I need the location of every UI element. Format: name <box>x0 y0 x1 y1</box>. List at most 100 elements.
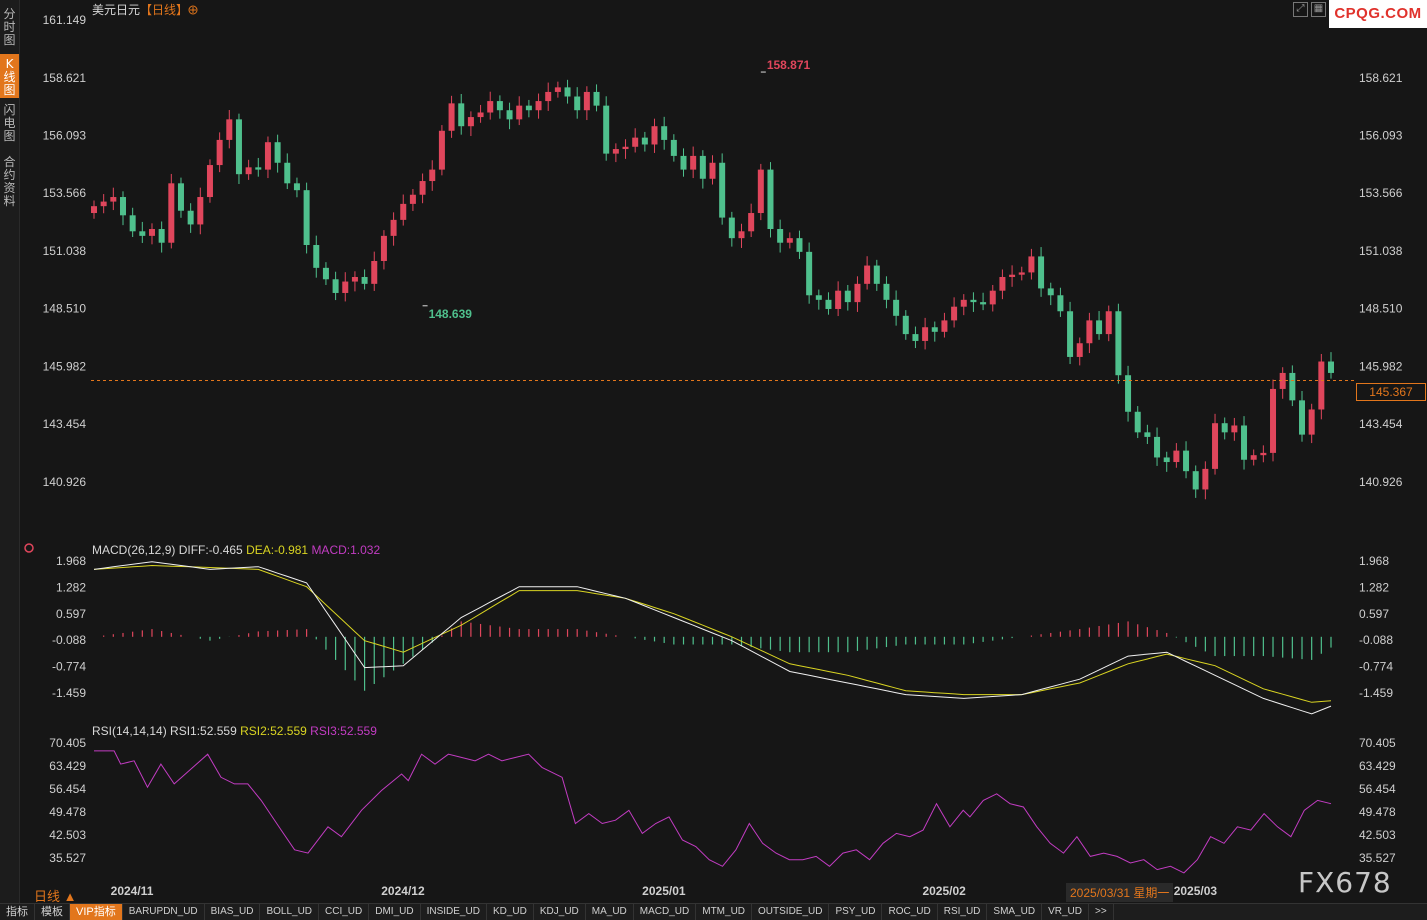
tab-contract-info[interactable]: 合约资料 <box>3 155 16 208</box>
candle-body <box>835 290 842 309</box>
indicator-tab[interactable]: VIP指标 <box>70 904 123 920</box>
candle-body <box>844 290 851 303</box>
x-tick-label: 2024/12 <box>381 884 425 898</box>
candle-body <box>467 117 474 127</box>
y-tick-right: 156.093 <box>1359 129 1403 143</box>
indicator-tab[interactable]: MTM_UD <box>696 904 753 920</box>
candle-body <box>1289 372 1296 401</box>
candle-body <box>506 110 513 120</box>
candle-body <box>690 155 697 170</box>
rsi-y-tick-left: 49.478 <box>49 805 86 819</box>
candle-body <box>1047 288 1054 296</box>
indicator-tab[interactable]: BOLL_UD <box>260 904 320 920</box>
indicator-tab[interactable]: CCI_UD <box>319 904 370 920</box>
candle-body <box>1163 457 1170 463</box>
candle-body <box>603 105 610 154</box>
candle-body <box>825 299 832 309</box>
indicator-tab[interactable]: >> <box>1089 904 1114 920</box>
chart-area[interactable]: 161.149 158.621 158.621 156.093 156.093 153.5… <box>19 0 1427 903</box>
indicator-tab[interactable]: DMI_UD <box>369 904 421 920</box>
y-tick-right: 140.926 <box>1359 475 1403 489</box>
indicator-tab[interactable]: PSY_UD <box>829 904 883 920</box>
candle-body <box>1096 320 1103 335</box>
indicator-tab[interactable]: VR_UD <box>1042 904 1089 920</box>
indicator-tab[interactable]: BIAS_UD <box>205 904 261 920</box>
candle-body <box>361 276 368 284</box>
indicator-tab[interactable]: KDJ_UD <box>534 904 586 920</box>
indicator-tab[interactable]: MACD_UD <box>634 904 697 920</box>
y-tick-left: 145.982 <box>43 359 87 373</box>
macd-y-tick-left: -0.088 <box>52 633 86 647</box>
candle-body <box>922 327 929 341</box>
tab-flash[interactable]: 闪电图 <box>3 103 16 143</box>
candle-body <box>796 238 803 252</box>
candle-body <box>999 276 1006 291</box>
rsi-y-tick-right: 35.527 <box>1359 851 1396 865</box>
rsi-y-tick-right: 56.454 <box>1359 782 1396 796</box>
macd-y-tick-left: 1.968 <box>56 554 86 568</box>
candle-body <box>883 283 890 300</box>
indicator-tab[interactable]: 指标 <box>0 904 35 920</box>
candle-body <box>438 130 445 170</box>
candle-body <box>1192 471 1199 490</box>
candle-body <box>767 169 774 230</box>
candle-body <box>960 299 967 307</box>
y-tick-left: 151.038 <box>43 244 87 258</box>
price-annotation: 158.871 <box>767 58 811 72</box>
candle-body <box>458 103 465 127</box>
indicator-tab[interactable]: KD_UD <box>487 904 534 920</box>
candle-body <box>777 229 784 243</box>
rsi-y-tick-right: 42.503 <box>1359 828 1396 842</box>
candle-body <box>322 267 329 280</box>
candle-body <box>535 101 542 111</box>
macd-y-tick-left: -1.459 <box>52 686 86 700</box>
candle-body <box>1154 436 1161 458</box>
candle-body <box>148 229 155 236</box>
candle-body <box>525 105 532 111</box>
candle-body <box>448 103 455 131</box>
candle-body <box>409 194 416 204</box>
candle-body <box>593 91 600 106</box>
candle-body <box>970 299 977 303</box>
candle-body <box>1318 361 1325 410</box>
candle-body <box>757 169 764 214</box>
candle-body <box>748 213 755 232</box>
indicator-tab[interactable]: INSIDE_UD <box>421 904 487 920</box>
y-tick-right: 143.454 <box>1359 417 1403 431</box>
macd-y-tick-right: 1.282 <box>1359 580 1389 594</box>
candle-body <box>622 146 629 150</box>
indicator-tab[interactable]: 模板 <box>35 904 70 920</box>
tab-timeshare[interactable]: 分时图 <box>3 7 16 47</box>
candle-body <box>583 91 590 111</box>
candle-body <box>1009 274 1016 277</box>
indicator-tab[interactable]: BARUPDN_UD <box>123 904 205 920</box>
candle-body <box>873 265 880 284</box>
candle-body <box>554 87 561 92</box>
dea-line <box>93 564 1332 703</box>
candle-body <box>545 91 552 102</box>
tab-kline[interactable]: K线图 <box>0 54 19 98</box>
candle-body <box>728 217 735 239</box>
indicator-tab[interactable]: MA_UD <box>586 904 634 920</box>
grid-icon[interactable]: ▦ <box>1311 2 1326 17</box>
indicator-tab[interactable]: ROC_UD <box>882 904 938 920</box>
candle-body <box>651 126 658 145</box>
rsi-y-tick-right: 70.405 <box>1359 736 1396 750</box>
rsi-title: RSI(14,14,14) RSI1:52.559 RSI2:52.559 RS… <box>92 724 377 738</box>
candle-body <box>496 101 503 111</box>
candle-body <box>1134 411 1141 433</box>
candle-body <box>206 165 213 198</box>
indicator-tab[interactable]: SMA_UD <box>987 904 1043 920</box>
indicator-tab[interactable]: OUTSIDE_UD <box>752 904 830 920</box>
candle-body <box>380 235 387 261</box>
expand-icon[interactable]: ⤢ <box>1293 2 1308 17</box>
candle-body <box>699 155 706 179</box>
candle-body <box>168 183 175 243</box>
price-annotation: 148.639 <box>429 307 473 321</box>
indicator-tab[interactable]: RSI_UD <box>938 904 988 920</box>
candle-body <box>1260 452 1267 456</box>
candle-body <box>332 279 339 293</box>
candle-body <box>371 260 378 284</box>
period-label[interactable]: 日线 ▲ <box>34 889 77 904</box>
candle-body <box>806 251 813 296</box>
